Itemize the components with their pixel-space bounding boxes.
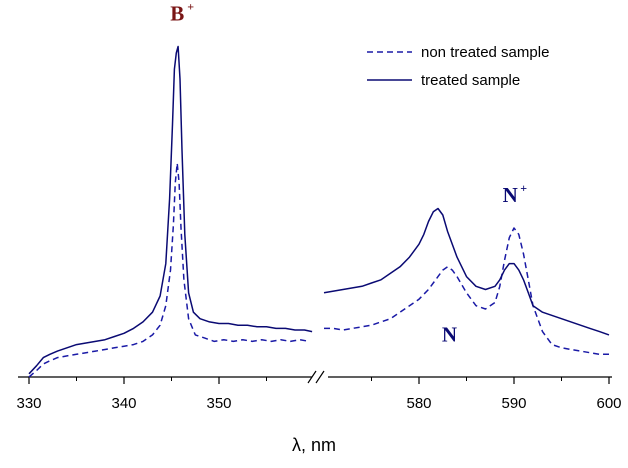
x-tick-label: 340 — [111, 395, 136, 412]
peak-label: B — [170, 2, 184, 26]
series-line-non-treated-sample — [324, 227, 609, 356]
legend: non treated sample treated sample — [367, 44, 549, 89]
series-line-treated-sample — [323, 207, 610, 336]
series-line-treated-sample — [28, 45, 313, 375]
x-tick-label: 580 — [406, 395, 431, 412]
x-tick-label: 330 — [16, 395, 41, 412]
peak-label-superscript: + — [520, 181, 527, 195]
series-layer — [28, 45, 610, 378]
legend-label-treated: treated sample — [421, 72, 520, 89]
x-axis: 330 340 350 580 590 600 — [16, 370, 622, 412]
annotation-layer: B +N +N — [170, 0, 527, 346]
series-line-non-treated-sample — [28, 162, 310, 378]
peak-label: N — [442, 322, 457, 346]
axis-break-mark — [307, 370, 317, 384]
x-axis-label: λ, nm — [292, 435, 336, 455]
x-tick-label: 350 — [206, 395, 231, 412]
axis-break-mark — [315, 370, 325, 384]
x-tick-label: 600 — [596, 395, 621, 412]
peak-label: N — [503, 183, 518, 207]
x-tick-label: 590 — [501, 395, 526, 412]
legend-label-non-treated: non treated sample — [421, 44, 549, 61]
peak-label-superscript: + — [187, 0, 194, 14]
